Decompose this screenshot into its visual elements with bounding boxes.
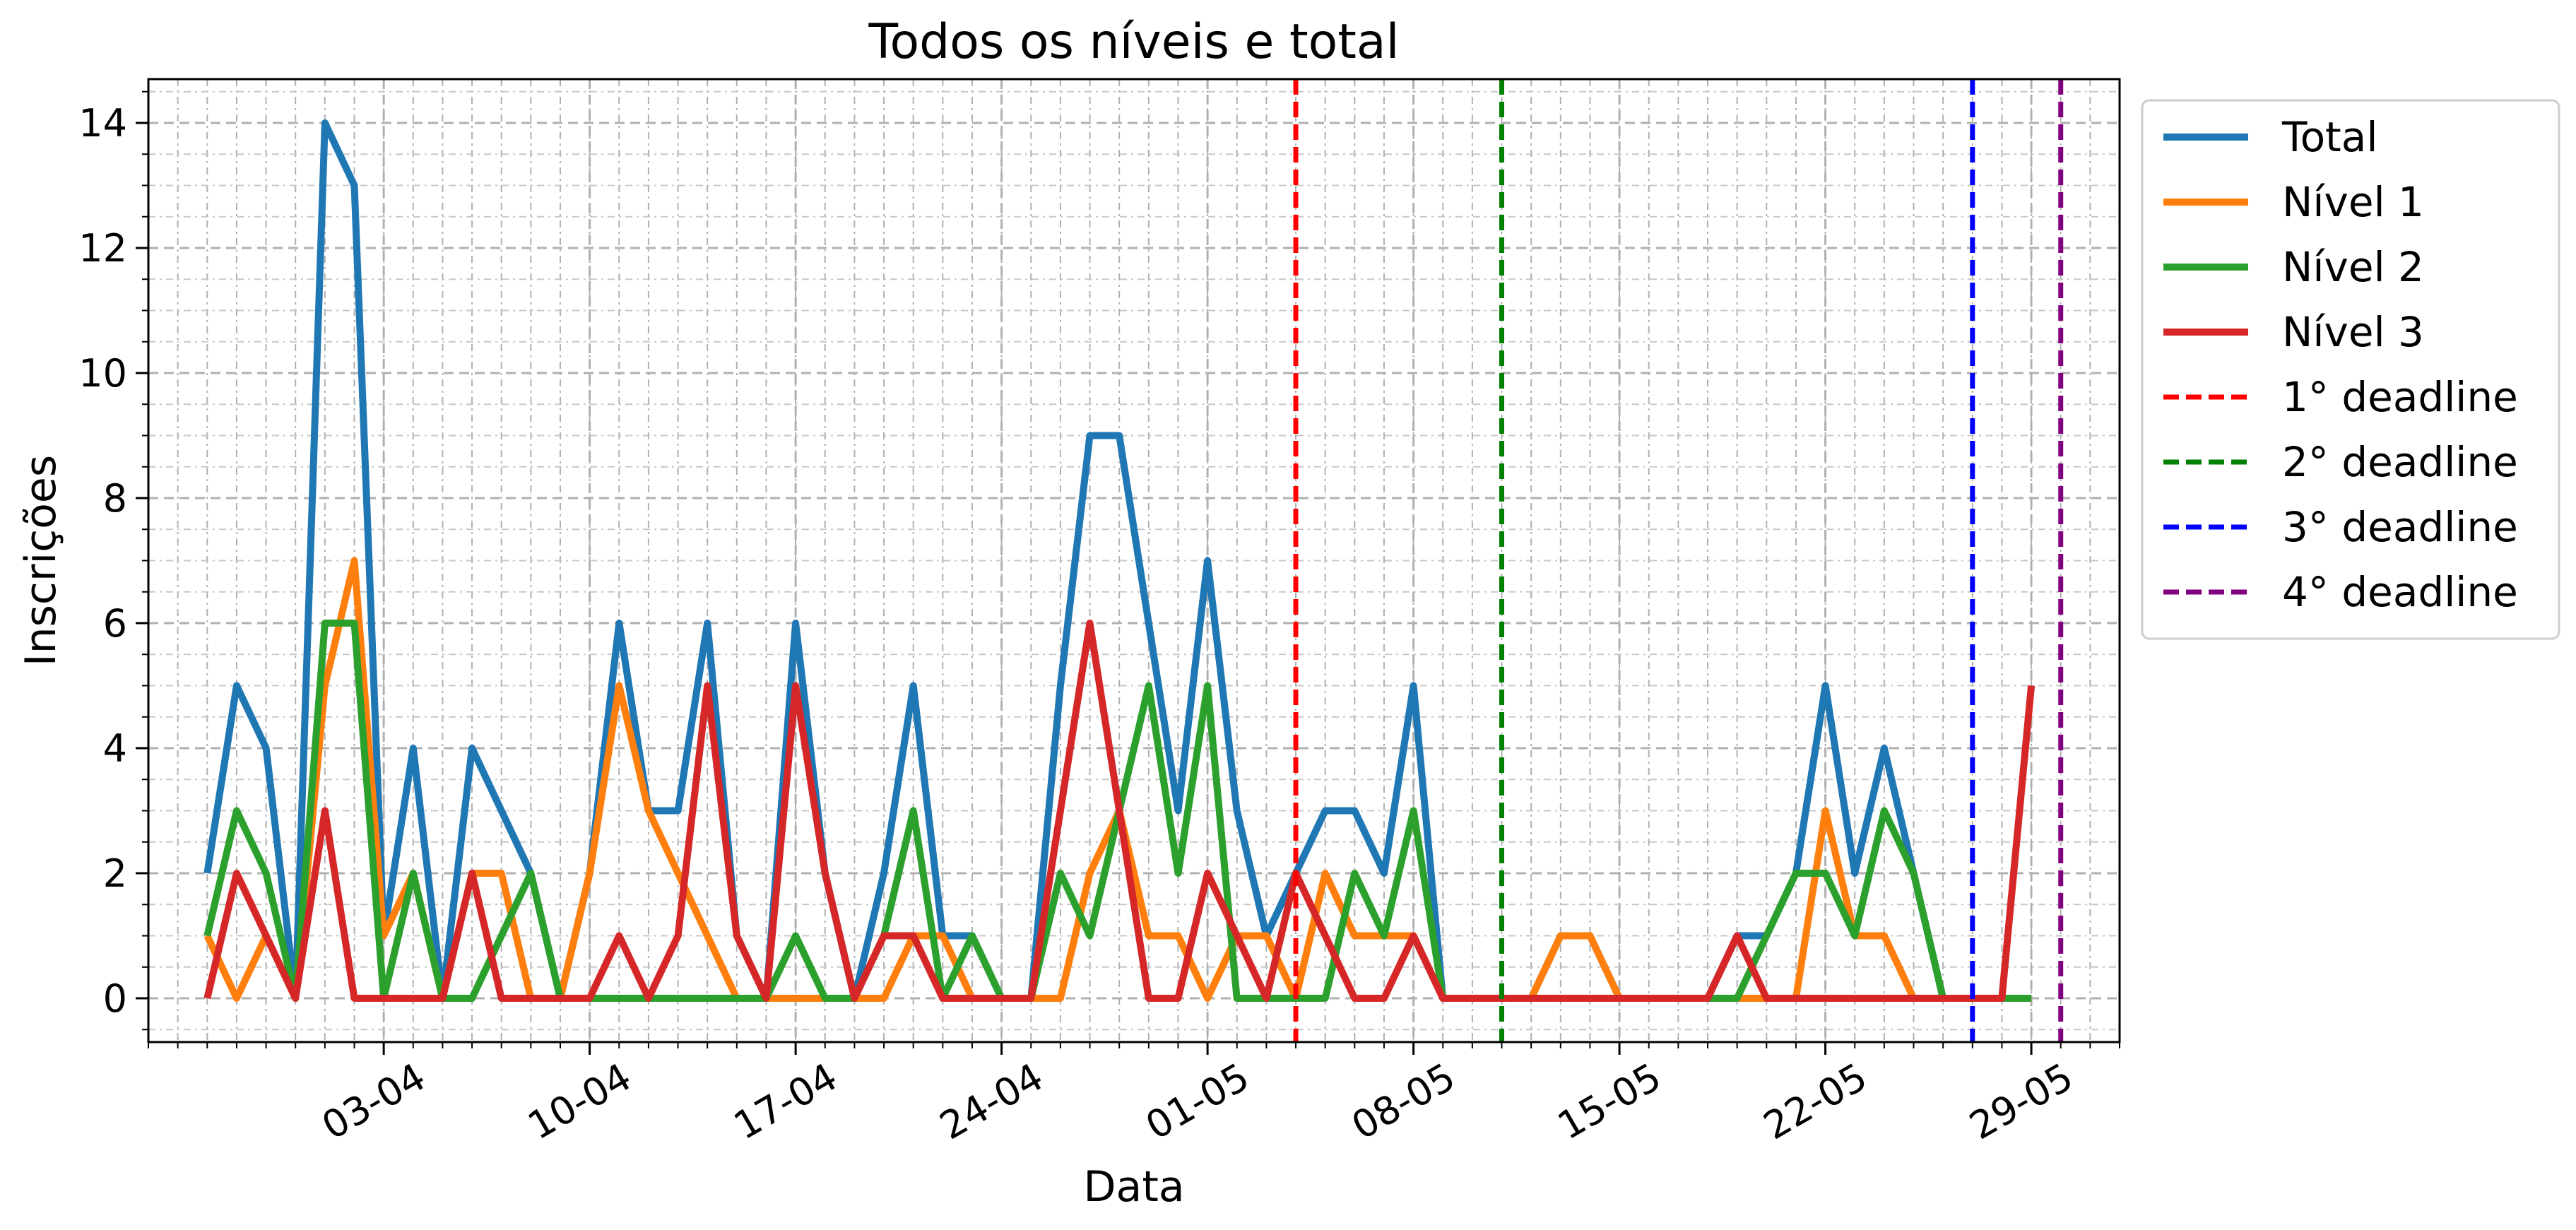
y-tick-label: 8: [103, 476, 127, 521]
legend-label: 1° deadline: [2282, 373, 2518, 421]
y-tick-label: 0: [103, 976, 127, 1021]
legend-label: Nível 2: [2282, 243, 2424, 291]
series-line-n-vel-3: [203, 620, 2036, 1002]
legend-label: 3° deadline: [2282, 503, 2518, 551]
y-tick-label: 2: [103, 851, 127, 896]
y-tick-label: 10: [78, 351, 127, 396]
series-lines: [203, 119, 2036, 1002]
deadline-lines: [1293, 79, 2064, 1042]
chart-title: Todos os níveis e total: [868, 14, 1400, 70]
y-tick-label: 6: [103, 601, 127, 646]
grid: [148, 79, 2120, 1042]
y-tick-label: 4: [103, 726, 127, 771]
legend-label: Nível 1: [2282, 178, 2424, 226]
legend-box: [2141, 99, 2560, 640]
y-tick-label: 14: [78, 101, 127, 146]
y-axis-label: Inscrições: [16, 455, 66, 666]
legend-label: 2° deadline: [2282, 438, 2518, 486]
legend-label: 4° deadline: [2282, 568, 2518, 616]
legend-label: Total: [2281, 113, 2377, 161]
y-tick-label: 12: [78, 226, 127, 271]
legend-label: Nível 3: [2282, 308, 2424, 356]
legend: Total Nível 1 Nível 2 Nível 3 1° deadline 2° …: [2141, 99, 2560, 640]
x-axis-label: Data: [1083, 1162, 1184, 1212]
